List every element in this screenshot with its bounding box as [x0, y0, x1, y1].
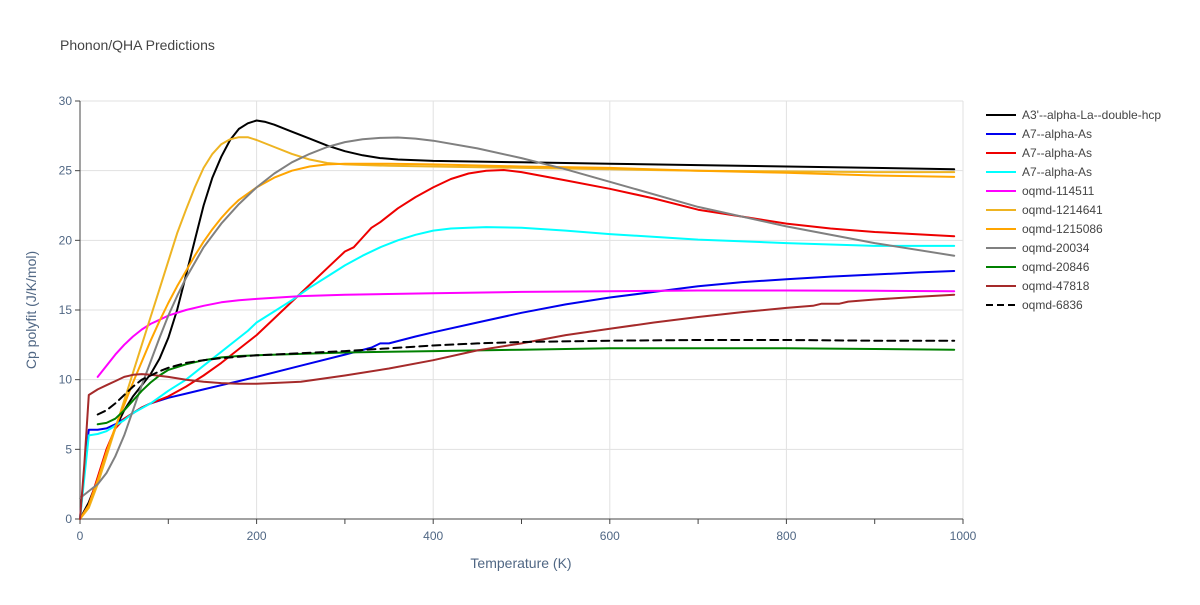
- x-axis-title: Temperature (K): [470, 555, 571, 571]
- x-tick-label: 1000: [950, 529, 977, 543]
- y-tick-label: 15: [59, 303, 73, 317]
- legend-label: A3'--alpha-La--double-hcp: [1022, 108, 1161, 122]
- legend-label: oqmd-20034: [1022, 241, 1090, 255]
- legend-label: oqmd-20846: [1022, 260, 1090, 274]
- series-line-3: [79, 226, 956, 520]
- x-tick-label: 600: [600, 529, 620, 543]
- legend-label: oqmd-114511: [1022, 184, 1095, 198]
- series-line-0: [79, 119, 956, 520]
- x-tick-label: 800: [776, 529, 796, 543]
- x-tick-label: 0: [77, 529, 84, 543]
- legend-item[interactable]: oqmd-20034: [986, 241, 1090, 255]
- y-axis-title: Cp polyfit (J/K/mol): [23, 251, 39, 369]
- series-line-7: [79, 136, 956, 500]
- series-line-8: [96, 347, 956, 426]
- series-line-6: [79, 162, 956, 520]
- legend-item[interactable]: A3'--alpha-La--double-hcp: [986, 108, 1161, 122]
- legend-item[interactable]: oqmd-1215086: [986, 222, 1103, 236]
- y-tick-label: 20: [59, 233, 73, 247]
- x-tick-label: 400: [423, 529, 443, 543]
- legend-item[interactable]: oqmd-114511: [986, 184, 1095, 198]
- series-line-4: [96, 289, 956, 378]
- legend-item[interactable]: oqmd-47818: [986, 279, 1090, 293]
- y-tick-label: 0: [65, 512, 72, 526]
- legend-label: oqmd-1214641: [1022, 203, 1103, 217]
- y-tick-label: 10: [59, 373, 73, 387]
- series-line-5: [79, 136, 956, 520]
- series-line-9: [79, 293, 956, 520]
- lines-layer: [79, 119, 956, 520]
- legend-item[interactable]: A7--alpha-As: [986, 127, 1092, 141]
- legend-item[interactable]: A7--alpha-As: [986, 146, 1092, 160]
- legend-item[interactable]: oqmd-20846: [986, 260, 1090, 274]
- legend-label: A7--alpha-As: [1022, 165, 1092, 179]
- legend-item[interactable]: oqmd-1214641: [986, 203, 1103, 217]
- chart-title: Phonon/QHA Predictions: [60, 37, 215, 53]
- legend: A3'--alpha-La--double-hcp A7--alpha-As A7-…: [986, 108, 1161, 312]
- x-tick-label: 200: [247, 529, 267, 543]
- y-tick-label: 25: [59, 164, 73, 178]
- axes-layer: 0 5 10 15 20 25 30 0 200 400 600 800 1000: [59, 94, 977, 543]
- grid-layer: [80, 100, 964, 519]
- y-tick-label: 5: [65, 442, 72, 456]
- series-line-10: [96, 339, 956, 416]
- legend-label: oqmd-6836: [1022, 298, 1083, 312]
- legend-label: A7--alpha-As: [1022, 146, 1092, 160]
- y-tick-label: 30: [59, 94, 73, 108]
- legend-item[interactable]: oqmd-6836: [986, 298, 1083, 312]
- legend-label: oqmd-1215086: [1022, 222, 1103, 236]
- legend-item[interactable]: A7--alpha-As: [986, 165, 1092, 179]
- legend-label: oqmd-47818: [1022, 279, 1090, 293]
- legend-label: A7--alpha-As: [1022, 127, 1092, 141]
